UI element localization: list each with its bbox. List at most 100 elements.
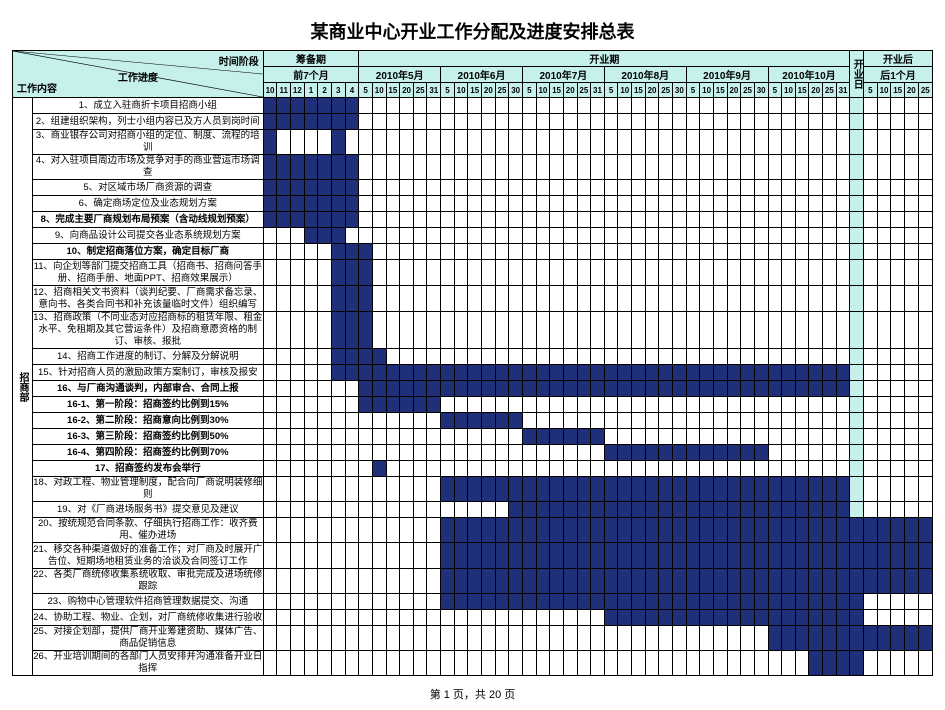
gantt-empty-cell — [768, 228, 782, 244]
gantt-bar-cell — [331, 130, 345, 155]
gantt-empty-cell — [386, 594, 400, 610]
header-day-cell: 1 — [304, 83, 318, 98]
gantt-empty-cell — [427, 543, 441, 569]
table-row: 17、招商签约发布会举行 — [13, 461, 933, 477]
header-day-cell: 20 — [809, 83, 823, 98]
gantt-empty-cell — [686, 397, 700, 413]
gantt-empty-cell — [454, 610, 468, 626]
gantt-bar-cell — [700, 610, 714, 626]
gantt-bar-cell — [482, 543, 496, 569]
gantt-empty-cell — [345, 397, 359, 413]
gantt-empty-cell — [522, 114, 536, 130]
gantt-empty-cell — [304, 461, 318, 477]
gantt-bar-cell — [359, 286, 373, 312]
gantt-empty-cell — [277, 130, 291, 155]
gantt-empty-cell — [795, 98, 809, 114]
gantt-empty-cell — [577, 626, 591, 651]
gantt-empty-cell — [604, 429, 618, 445]
gantt-bar-cell — [345, 98, 359, 114]
gantt-empty-cell — [304, 397, 318, 413]
gantt-empty-cell — [713, 397, 727, 413]
gantt-empty-cell — [386, 155, 400, 180]
gantt-bar-cell — [454, 365, 468, 381]
gantt-empty-cell — [563, 349, 577, 365]
gantt-empty-cell — [495, 429, 509, 445]
gantt-bar-cell — [645, 381, 659, 397]
gantt-bar-cell — [877, 543, 891, 569]
gantt-bar-cell — [618, 543, 632, 569]
gantt-empty-cell — [918, 98, 932, 114]
gantt-empty-cell — [768, 461, 782, 477]
gantt-bar-cell — [618, 477, 632, 502]
gantt-empty-cell — [291, 610, 305, 626]
gantt-empty-cell — [331, 413, 345, 429]
gantt-empty-cell — [550, 397, 564, 413]
page-title: 某商业中心开业工作分配及进度安排总表 — [12, 18, 933, 44]
gantt-bar-cell — [604, 381, 618, 397]
gantt-empty-cell — [536, 180, 550, 196]
gantt-empty-cell — [782, 98, 796, 114]
gantt-bar-cell — [782, 543, 796, 569]
gantt-empty-cell — [795, 397, 809, 413]
gantt-empty-cell — [836, 98, 850, 114]
gantt-empty-cell — [400, 543, 414, 569]
gantt-empty-cell — [318, 381, 332, 397]
gantt-empty-cell — [468, 651, 482, 676]
gantt-empty-cell — [577, 610, 591, 626]
gantt-empty-cell — [427, 651, 441, 676]
gantt-empty-cell — [482, 445, 496, 461]
gantt-empty-cell — [563, 312, 577, 349]
gantt-empty-cell — [413, 429, 427, 445]
gantt-empty-cell — [768, 114, 782, 130]
gantt-bar-cell — [577, 594, 591, 610]
gantt-empty-cell — [372, 569, 386, 594]
gantt-bar-cell — [795, 569, 809, 594]
gantt-empty-cell — [659, 212, 673, 228]
gantt-empty-cell — [659, 180, 673, 196]
gantt-empty-cell — [904, 244, 918, 260]
gantt-empty-cell — [809, 286, 823, 312]
gantt-empty-cell — [850, 461, 864, 477]
gantt-empty-cell — [563, 610, 577, 626]
gantt-empty-cell — [441, 244, 455, 260]
gantt-empty-cell — [864, 180, 878, 196]
gantt-empty-cell — [277, 518, 291, 543]
gantt-bar-cell — [536, 365, 550, 381]
table-row: 21、移交各种渠道做好的准备工作；对厂商及时展开广告位、短期场地租赁业务的洽谈及… — [13, 543, 933, 569]
gantt-bar-cell — [441, 413, 455, 429]
gantt-empty-cell — [550, 626, 564, 651]
gantt-empty-cell — [891, 594, 905, 610]
gantt-empty-cell — [904, 397, 918, 413]
gantt-empty-cell — [372, 114, 386, 130]
gantt-empty-cell — [795, 445, 809, 461]
gantt-empty-cell — [877, 98, 891, 114]
gantt-empty-cell — [850, 228, 864, 244]
gantt-empty-cell — [686, 413, 700, 429]
diagonal-header: 时间阶段 工作进度 工作内容 — [13, 51, 264, 98]
gantt-empty-cell — [482, 429, 496, 445]
gantt-empty-cell — [727, 114, 741, 130]
gantt-empty-cell — [713, 212, 727, 228]
gantt-empty-cell — [318, 260, 332, 286]
gantt-bar-cell — [864, 626, 878, 651]
gantt-bar-cell — [645, 594, 659, 610]
gantt-bar-cell — [509, 365, 523, 381]
gantt-bar-cell — [345, 312, 359, 349]
gantt-empty-cell — [454, 114, 468, 130]
gantt-empty-cell — [754, 114, 768, 130]
gantt-empty-cell — [659, 397, 673, 413]
gantt-empty-cell — [782, 212, 796, 228]
gantt-bar-cell — [713, 610, 727, 626]
gantt-empty-cell — [495, 155, 509, 180]
gantt-empty-cell — [918, 365, 932, 381]
gantt-bar-cell — [522, 518, 536, 543]
gantt-empty-cell — [536, 445, 550, 461]
gantt-empty-cell — [509, 196, 523, 212]
gantt-empty-cell — [400, 569, 414, 594]
gantt-empty-cell — [359, 594, 373, 610]
gantt-empty-cell — [318, 349, 332, 365]
gantt-bar-cell — [318, 98, 332, 114]
gantt-bar-cell — [836, 381, 850, 397]
gantt-bar-cell — [495, 543, 509, 569]
gantt-empty-cell — [645, 349, 659, 365]
